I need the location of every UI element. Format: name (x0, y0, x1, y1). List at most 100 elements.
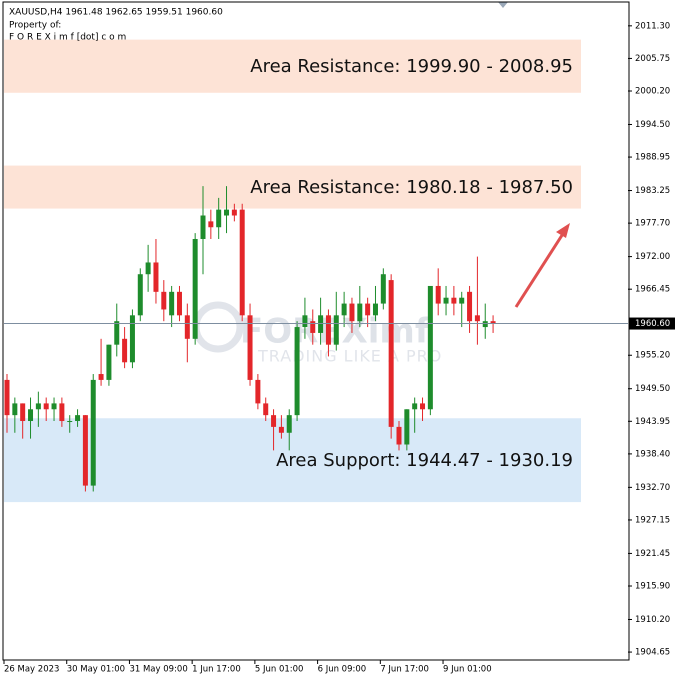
y-tick-label: 1927.15 (635, 515, 670, 525)
candle-body (239, 209, 245, 316)
zone (4, 165, 581, 209)
candle-body (388, 280, 394, 427)
x-tick-label: 26 May 2023 (4, 665, 59, 675)
candle-body (122, 338, 128, 363)
candle-body (28, 409, 34, 422)
y-tick-label: 2000.20 (635, 87, 670, 97)
candle-body (192, 238, 198, 339)
candle-body (451, 297, 457, 304)
axis: 26 May 2023 30 May 01:00 31 May 09:00 1 Jun… (3, 21, 675, 675)
zone-label: Area Resistance: 1999.90 - 2008.95 (250, 56, 573, 77)
candle-body (51, 403, 57, 410)
candle-body (75, 415, 81, 422)
candle-body (145, 262, 151, 275)
candle-body (435, 285, 441, 304)
candle-body (90, 379, 96, 486)
x-tick-label: 9 Jun 01:00 (443, 665, 492, 675)
candle-body (224, 209, 230, 216)
candle-body (82, 415, 88, 486)
candle-body (349, 303, 355, 322)
candle-body (263, 403, 269, 416)
arrow-head (556, 223, 570, 238)
owner: F O R E X i m f [dot] c o m (9, 33, 126, 43)
candle-body (318, 315, 324, 333)
plot-frame (2, 1, 630, 661)
candle-body (20, 403, 26, 422)
candle-body (482, 321, 488, 328)
candle-body (404, 409, 410, 445)
watermark-tagline: TRADING LIKE A PRO (257, 347, 442, 366)
y-tick-label: 1994.50 (635, 120, 670, 130)
candle-body (12, 403, 18, 416)
candle-body (184, 315, 190, 339)
candle-body (67, 421, 73, 423)
y-tick-label: 1988.95 (635, 153, 670, 163)
candle-body (396, 426, 402, 445)
candle-body (420, 403, 426, 410)
plot (4, 186, 628, 492)
y-tick-label: 1972.00 (635, 252, 670, 262)
zone-label: Area Resistance: 1980.18 - 1987.50 (250, 177, 573, 198)
x-tick-label: 1 Jun 17:00 (192, 665, 241, 675)
zones: Area Resistance: 1999.90 - 2008.95 Area R… (4, 39, 581, 503)
candle-body (169, 291, 175, 316)
candle-body (412, 403, 418, 410)
candle-body (106, 344, 112, 380)
y-tick-label: 1983.25 (635, 186, 670, 196)
y-tick-label: 2011.30 (635, 21, 670, 31)
y-tick-label: 1915.90 (635, 582, 670, 592)
candle-body (216, 209, 222, 228)
x-tick-label: 31 May 09:00 (129, 665, 187, 675)
candle-body (380, 274, 386, 304)
candle-body (365, 303, 371, 316)
candle-body (98, 374, 104, 380)
candle-body (255, 379, 261, 404)
candle-body (231, 209, 237, 216)
candle-body (161, 291, 167, 310)
candle-body (333, 315, 339, 345)
candle-body (200, 215, 206, 239)
candle-body (427, 285, 433, 410)
marker (498, 2, 508, 8)
candle-body (4, 379, 10, 416)
candle-body (153, 262, 159, 292)
candle-body (208, 221, 214, 228)
candle-body (490, 321, 496, 324)
y-tick-label: 2005.75 (635, 54, 670, 64)
candle-body (357, 303, 363, 322)
candle-body (176, 291, 182, 316)
x-tick-label: 30 May 01:00 (67, 665, 125, 675)
y-tick-label: 1955.20 (635, 351, 670, 361)
x-tick-label: 5 Jun 01:00 (255, 665, 304, 675)
arrow (514, 228, 568, 308)
y-tick-label: 1943.95 (635, 417, 670, 427)
y-tick-label: 1904.65 (635, 648, 670, 658)
candle-body (271, 415, 277, 427)
candle-body (467, 291, 473, 322)
candle-body (294, 327, 300, 416)
y-tick-label: 1921.45 (635, 549, 670, 559)
x-tick-label: 6 Jun 09:00 (318, 665, 367, 675)
candle-body (35, 403, 41, 410)
zone (4, 418, 581, 503)
candle-body (59, 403, 65, 422)
candle-body (114, 321, 120, 345)
y-tick-label: 1938.40 (635, 449, 670, 459)
zone-label: Area Support: 1944.47 - 1930.19 (276, 450, 573, 471)
y-tick-label: 1949.50 (635, 384, 670, 394)
candle-body (474, 315, 480, 322)
y-tick-label: 1966.45 (635, 285, 670, 295)
owner-label: Property of: (9, 21, 61, 31)
candle-body (137, 274, 143, 316)
candle-body (310, 321, 316, 333)
candle-body (278, 426, 284, 433)
y-tick-label: 1977.70 (635, 219, 670, 229)
candle-body (341, 303, 347, 316)
candle-body (247, 315, 253, 380)
y-tick-label: 1910.20 (635, 615, 670, 625)
candle-body (286, 415, 292, 433)
current-price-box (629, 317, 675, 330)
